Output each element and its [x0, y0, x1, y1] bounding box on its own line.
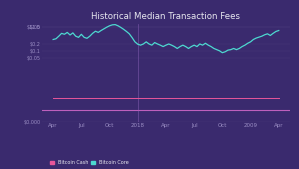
Title: Historical Median Transaction Fees: Historical Median Transaction Fees — [91, 13, 240, 21]
Legend: Bitcoin Cash, Bitcoin Core: Bitcoin Cash, Bitcoin Core — [49, 159, 130, 166]
